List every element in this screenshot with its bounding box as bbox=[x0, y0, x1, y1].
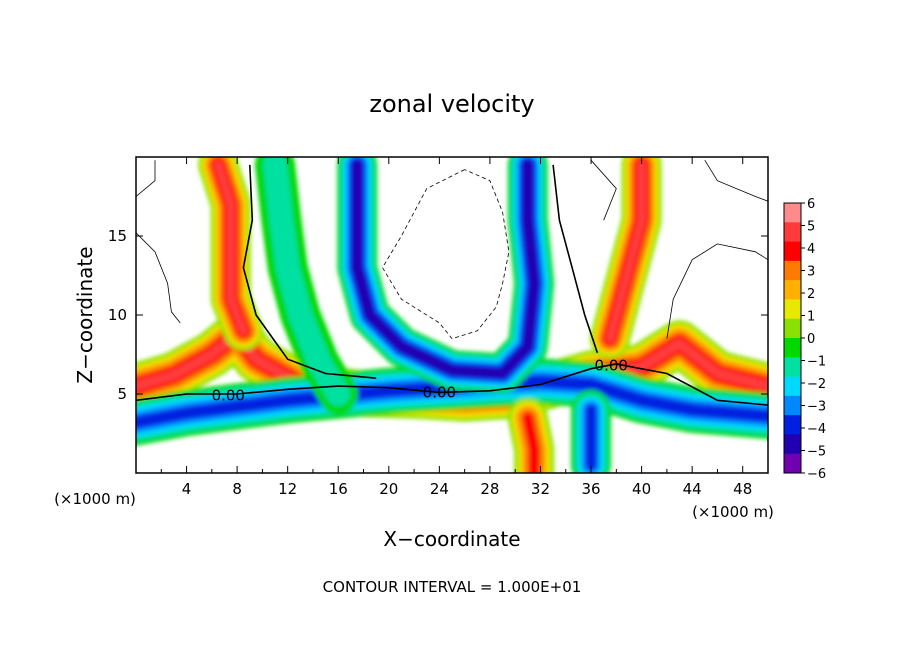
colorbar: 6 5 4 3 2 1 0 −1 −2 −3 −4 −5 −6 bbox=[783, 197, 826, 482]
velocity-band bbox=[605, 160, 647, 344]
x-tick-label: 16 bbox=[329, 480, 348, 498]
colorbar-label: 5 bbox=[807, 220, 815, 235]
colorbar-swatch bbox=[784, 280, 801, 300]
x-tick-label: 28 bbox=[480, 480, 499, 498]
x-axis-label: X−coordinate bbox=[383, 527, 520, 551]
colorbar-swatch bbox=[784, 203, 801, 223]
velocity-feature bbox=[136, 358, 768, 446]
x-tick-label: 40 bbox=[632, 480, 651, 498]
x-tick-label: 12 bbox=[278, 480, 297, 498]
velocity-feature bbox=[507, 397, 555, 473]
colorbar-swatch bbox=[784, 222, 801, 242]
y-tick-label: 15 bbox=[108, 227, 127, 245]
velocity-band bbox=[522, 412, 540, 473]
velocity-band bbox=[136, 375, 768, 429]
contour-line bbox=[666, 243, 768, 339]
negative-contour-line bbox=[382, 169, 510, 340]
x-tick-label: 32 bbox=[531, 480, 550, 498]
colorbar-label: 6 bbox=[807, 197, 815, 212]
y-tick-label: 10 bbox=[108, 306, 127, 324]
contour-label-group: 0.00 0.00 0.00 bbox=[212, 357, 628, 405]
velocity-band bbox=[213, 160, 248, 336]
colorbar-label: −6 bbox=[807, 467, 826, 482]
x-tick-label: 8 bbox=[232, 480, 242, 498]
contour-line bbox=[136, 232, 181, 324]
y-tick-label: 5 bbox=[117, 385, 127, 403]
y-axis-label: Z−coordinate bbox=[73, 246, 97, 383]
velocity-band bbox=[263, 157, 351, 406]
x-tick-label: 24 bbox=[430, 480, 449, 498]
velocity-feature bbox=[337, 157, 555, 394]
contour-line bbox=[136, 160, 156, 197]
x-tick-label: 4 bbox=[182, 480, 192, 498]
colorbar-label: 3 bbox=[807, 265, 815, 280]
contour-label: 0.00 bbox=[212, 387, 245, 405]
zero-contour-line bbox=[242, 164, 377, 379]
velocity-band bbox=[352, 160, 539, 379]
velocity-feature bbox=[590, 157, 662, 359]
colorbar-label: −3 bbox=[807, 400, 826, 415]
x-unit-label-left: (×1000 m) bbox=[54, 490, 136, 508]
colorbar-swatch bbox=[784, 357, 801, 377]
velocity-feature bbox=[255, 157, 359, 414]
colorbar-swatch bbox=[784, 241, 801, 262]
colorbar-swatch bbox=[784, 299, 801, 320]
zero-contour-line bbox=[136, 363, 768, 406]
zero-contour-line bbox=[552, 164, 599, 354]
colorbar-swatch bbox=[784, 434, 801, 455]
colorbar-swatch bbox=[784, 260, 801, 281]
velocity-feature bbox=[198, 157, 264, 351]
colorbar-swatch bbox=[784, 395, 801, 416]
colorbar-label: −2 bbox=[807, 377, 826, 392]
x-unit-label-right: (×1000 m) bbox=[692, 503, 774, 521]
velocity-field bbox=[136, 157, 768, 473]
contour-lines bbox=[136, 159, 768, 406]
colorbar-swatch bbox=[784, 318, 801, 339]
colorbar-swatch bbox=[784, 453, 801, 474]
colorbar-swatch bbox=[784, 338, 801, 358]
contour-line bbox=[590, 159, 617, 221]
colorbar-label: 0 bbox=[807, 332, 815, 347]
contour-label: 0.00 bbox=[423, 383, 456, 401]
colorbar-label: −4 bbox=[807, 422, 826, 437]
colorbar-label: −1 bbox=[807, 355, 826, 370]
x-tick-label: 36 bbox=[581, 480, 600, 498]
contour-interval-note: CONTOUR INTERVAL = 1.000E+01 bbox=[323, 578, 582, 596]
x-tick-label: 48 bbox=[733, 480, 752, 498]
colorbar-label: 1 bbox=[807, 310, 815, 325]
colorbar-label: 2 bbox=[807, 287, 815, 302]
colorbar-swatch bbox=[784, 376, 801, 397]
chart-title: zonal velocity bbox=[369, 90, 534, 118]
colorbar-swatch bbox=[784, 415, 801, 435]
colorbar-label: −5 bbox=[807, 445, 826, 460]
contour-line bbox=[704, 159, 768, 202]
y-axis-ticks: 5 10 15 bbox=[108, 227, 768, 403]
x-tick-label: 44 bbox=[683, 480, 702, 498]
colorbar-label: 4 bbox=[807, 242, 815, 257]
x-tick-label: 20 bbox=[379, 480, 398, 498]
plot-area bbox=[136, 157, 768, 473]
x-axis-ticks: 4 8 12 16 20 24 28 32 36 40 44 48 bbox=[160, 157, 752, 498]
contour-label: 0.00 bbox=[595, 357, 628, 375]
